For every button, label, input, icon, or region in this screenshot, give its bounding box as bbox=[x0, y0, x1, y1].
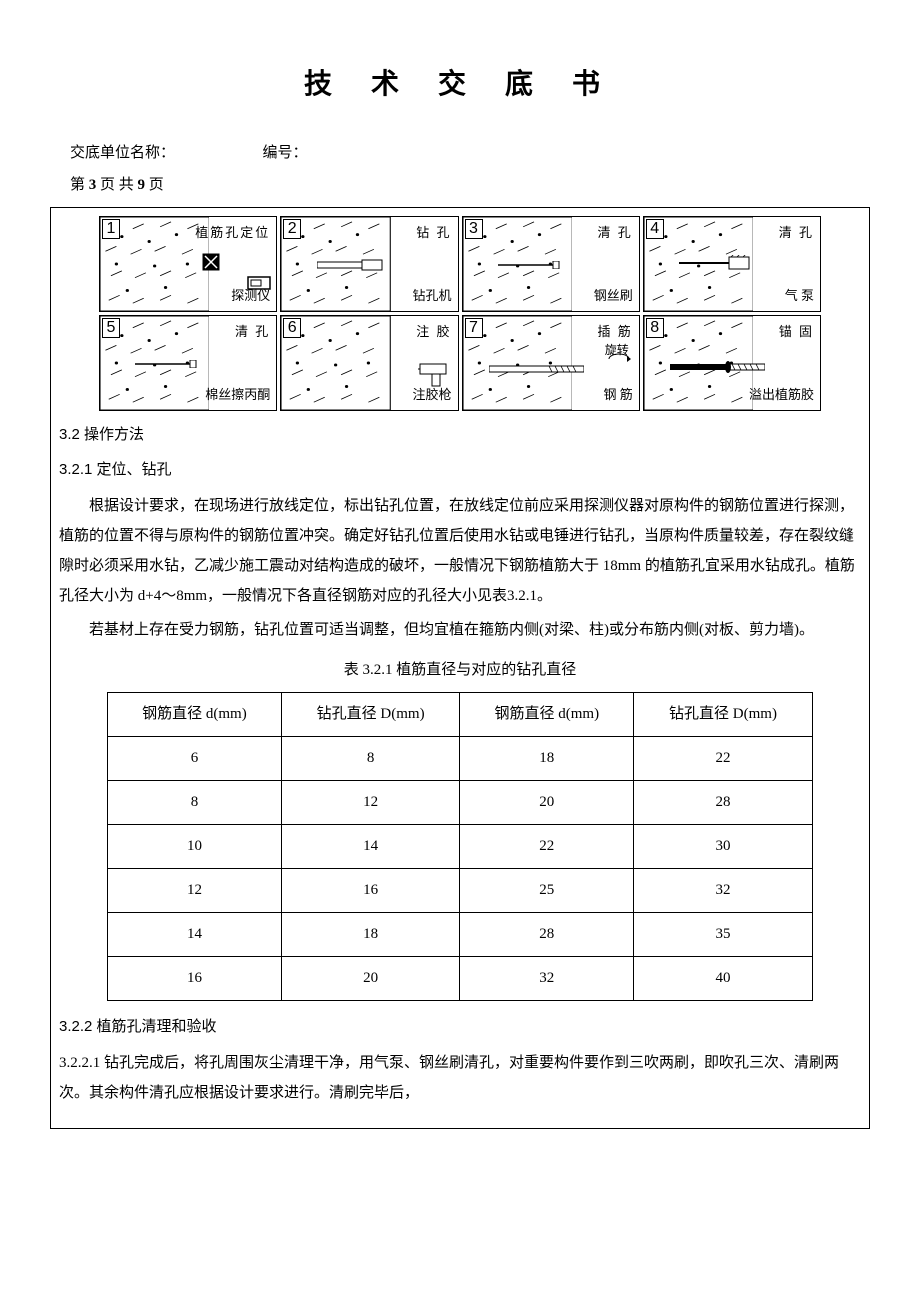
diameter-table: 钢筋直径 d(mm) 钻孔直径 D(mm) 钢筋直径 d(mm) 钻孔直径 D(… bbox=[107, 692, 813, 1001]
diagram-top-label: 清 孔 bbox=[779, 221, 814, 244]
marker-icon bbox=[202, 253, 220, 271]
table-cell: 8 bbox=[281, 737, 460, 781]
table-cell: 10 bbox=[108, 825, 282, 869]
diagram-cell-7: 7 插 筋 钢 筋 旋转 bbox=[462, 315, 640, 411]
diagram-bottom-label: 气 泵 bbox=[785, 284, 814, 307]
diagram-extra-label: 旋转 bbox=[605, 340, 629, 362]
unit-label: 交底单位名称： bbox=[70, 145, 175, 161]
table-cell: 12 bbox=[281, 781, 460, 825]
page-mid: 页 共 bbox=[96, 177, 137, 193]
table-cell: 14 bbox=[108, 913, 282, 957]
diagram-top-label: 清 孔 bbox=[597, 221, 632, 244]
table-row: 14182835 bbox=[108, 913, 813, 957]
table-header-row: 钢筋直径 d(mm) 钻孔直径 D(mm) 钢筋直径 d(mm) 钻孔直径 D(… bbox=[108, 693, 813, 737]
content-box: 1 植筋孔定位 探测仪 2 钻 孔 钻孔机 bbox=[50, 207, 870, 1129]
table-cell: 35 bbox=[634, 913, 813, 957]
section-3-2-2-1: 3.2.2.1 钻孔完成后，将孔周围灰尘清理干净，用气泵、钢丝刷清孔，对重要构件… bbox=[59, 1048, 861, 1108]
diagram-number: 4 bbox=[646, 219, 664, 239]
section-3-2-1: 3.2.1 定位、钻孔 bbox=[59, 456, 861, 483]
diagram-bottom-label: 钻孔机 bbox=[412, 284, 451, 307]
diagram-bottom-label: 钢 筋 bbox=[603, 383, 632, 406]
diagram-cell-4: 4 清 孔 气 泵 bbox=[643, 216, 821, 312]
table-cell: 32 bbox=[634, 869, 813, 913]
table-cell: 20 bbox=[460, 781, 634, 825]
diagram-top-label: 钻 孔 bbox=[416, 221, 451, 244]
table-row: 12162532 bbox=[108, 869, 813, 913]
table-header: 钻孔直径 D(mm) bbox=[281, 693, 460, 737]
table-row: 10142230 bbox=[108, 825, 813, 869]
diagram-number: 1 bbox=[102, 219, 120, 239]
paragraph-1: 根据设计要求，在现场进行放线定位，标出钻孔位置，在放线定位前应采用探测仪器对原构… bbox=[59, 491, 861, 611]
page-prefix: 第 bbox=[70, 177, 89, 193]
diagram-bottom-label: 钢丝刷 bbox=[594, 284, 633, 307]
rebar-icon bbox=[489, 362, 584, 376]
table-header: 钻孔直径 D(mm) bbox=[634, 693, 813, 737]
table-cell: 40 bbox=[634, 957, 813, 1001]
table-cell: 22 bbox=[634, 737, 813, 781]
table-cell: 18 bbox=[281, 913, 460, 957]
diagram-cell-3: 3 清 孔 钢丝刷 bbox=[462, 216, 640, 312]
diagram-top-label: 清 孔 bbox=[235, 320, 270, 343]
table-cell: 22 bbox=[460, 825, 634, 869]
table-cell: 18 bbox=[460, 737, 634, 781]
table-cell: 6 bbox=[108, 737, 282, 781]
section-3-2-2: 3.2.2 植筋孔清理和验收 bbox=[59, 1013, 861, 1040]
table-cell: 16 bbox=[281, 869, 460, 913]
page-suffix: 页 bbox=[145, 177, 164, 193]
table-cell: 28 bbox=[634, 781, 813, 825]
diagram-number: 7 bbox=[465, 318, 483, 338]
diagram-bottom-label: 注胶枪 bbox=[412, 383, 451, 406]
diagram-top-label: 注 胶 bbox=[416, 320, 451, 343]
table-row: 16203240 bbox=[108, 957, 813, 1001]
diagram-cell-6: 6 注 胶 注胶枪 bbox=[280, 315, 458, 411]
table-cell: 28 bbox=[460, 913, 634, 957]
table-cell: 30 bbox=[634, 825, 813, 869]
table-caption: 表 3.2.1 植筋直径与对应的钻孔直径 bbox=[59, 657, 861, 684]
brush-icon bbox=[498, 261, 563, 269]
diagram-grid: 1 植筋孔定位 探测仪 2 钻 孔 钻孔机 bbox=[59, 216, 861, 411]
table-row: 8122028 bbox=[108, 781, 813, 825]
table-cell: 16 bbox=[108, 957, 282, 1001]
table-cell: 12 bbox=[108, 869, 282, 913]
header-info: 交底单位名称： 编号： bbox=[50, 140, 870, 167]
table-cell: 8 bbox=[108, 781, 282, 825]
table-cell: 25 bbox=[460, 869, 634, 913]
diagram-bottom-label: 探测仪 bbox=[231, 284, 270, 307]
page-info: 第 3 页 共 9 页 bbox=[50, 172, 870, 199]
table-cell: 14 bbox=[281, 825, 460, 869]
diagram-bottom-label: 溢出植筋胶 bbox=[749, 383, 814, 406]
section-3-2: 3.2 操作方法 bbox=[59, 421, 861, 448]
paragraph-2: 若基材上存在受力钢筋，钻孔位置可适当调整，但均宜植在箍筋内侧(对梁、柱)或分布筋… bbox=[59, 615, 861, 645]
table-header: 钢筋直径 d(mm) bbox=[460, 693, 634, 737]
swab-icon bbox=[135, 360, 200, 368]
diagram-number: 5 bbox=[102, 318, 120, 338]
number-label: 编号： bbox=[263, 145, 308, 161]
page-total: 9 bbox=[138, 177, 146, 193]
table-row: 681822 bbox=[108, 737, 813, 781]
diagram-cell-8: 8 锚 固 溢出植筋胶 bbox=[643, 315, 821, 411]
diagram-number: 3 bbox=[465, 219, 483, 239]
table-header: 钢筋直径 d(mm) bbox=[108, 693, 282, 737]
anchored-rebar-icon bbox=[670, 360, 765, 374]
table-cell: 20 bbox=[281, 957, 460, 1001]
diagram-cell-5: 5 清 孔 棉丝擦丙酮 bbox=[99, 315, 277, 411]
diagram-number: 2 bbox=[283, 219, 301, 239]
diagram-bottom-label: 棉丝擦丙酮 bbox=[205, 383, 270, 406]
diagram-cell-1: 1 植筋孔定位 探测仪 bbox=[99, 216, 277, 312]
diagram-number: 8 bbox=[646, 318, 664, 338]
diagram-top-label: 植筋孔定位 bbox=[195, 221, 270, 244]
diagram-top-label: 锚 固 bbox=[779, 320, 814, 343]
page-title: 技 术 交 底 书 bbox=[50, 60, 870, 110]
diagram-number: 6 bbox=[283, 318, 301, 338]
pump-icon bbox=[679, 255, 754, 271]
table-cell: 32 bbox=[460, 957, 634, 1001]
drill-icon bbox=[317, 259, 387, 271]
diagram-cell-2: 2 钻 孔 钻孔机 bbox=[280, 216, 458, 312]
